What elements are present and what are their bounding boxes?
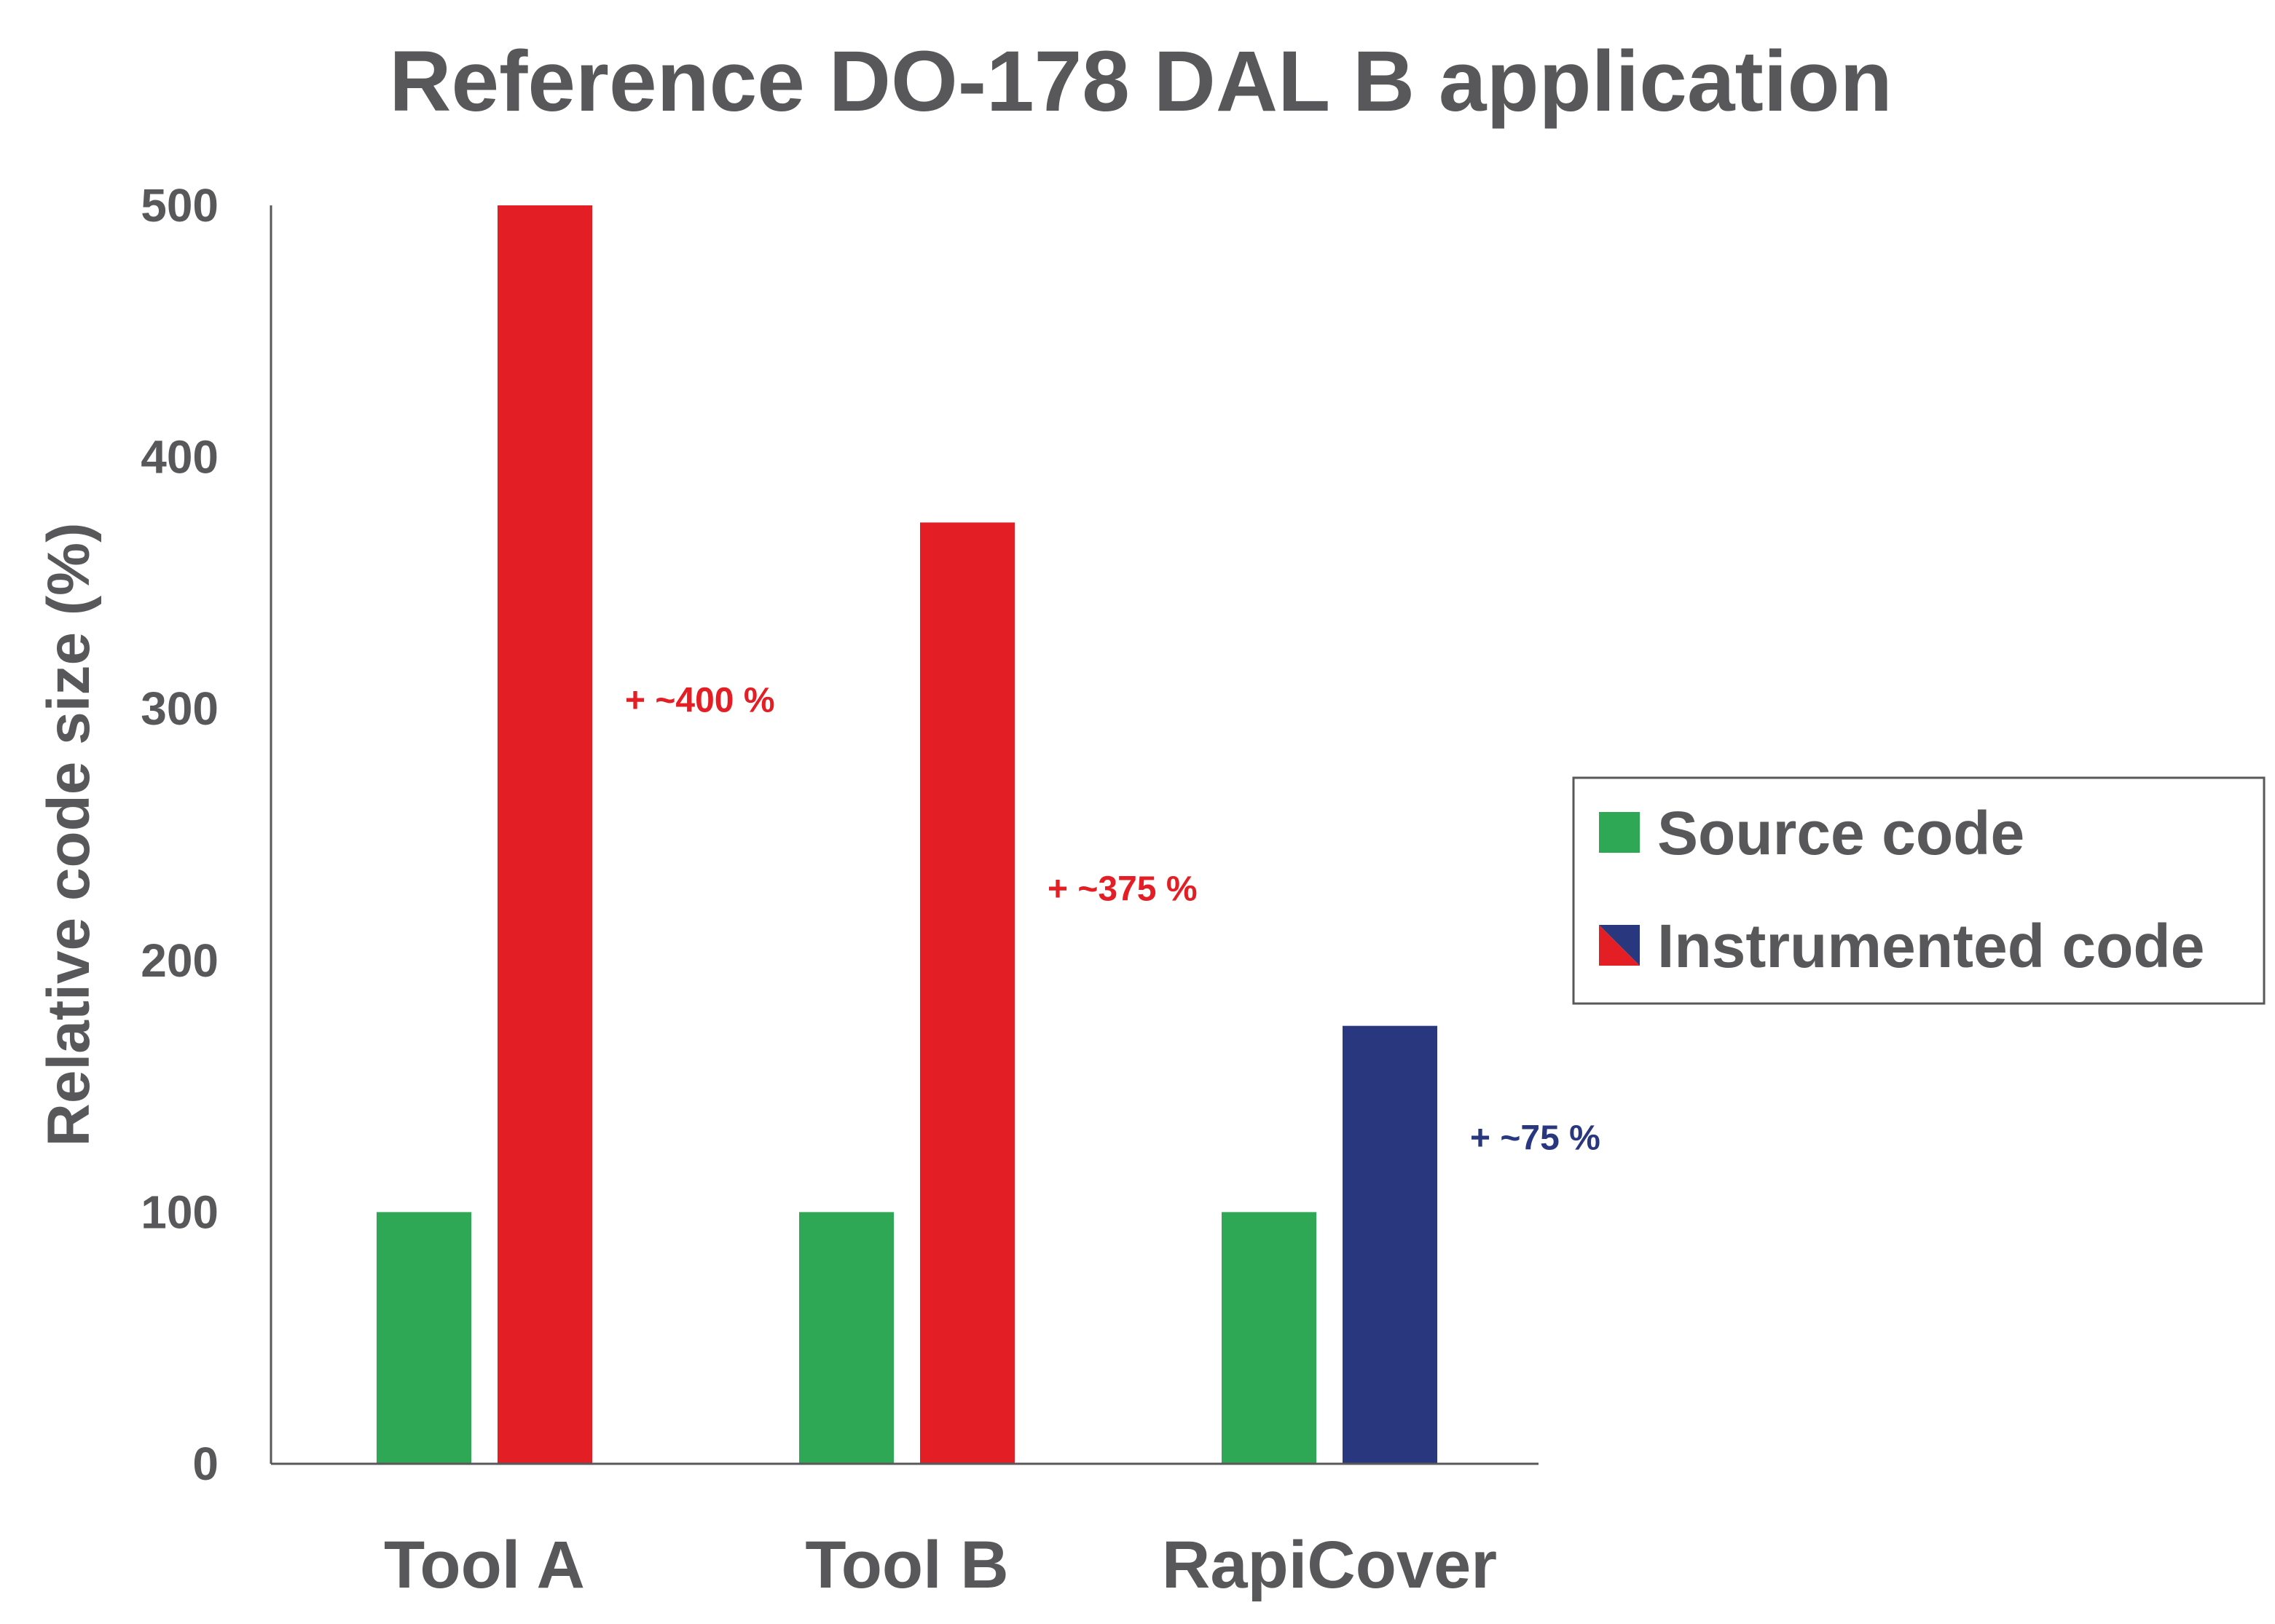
bar-annotations: + ~400 % + ~375 % + ~75 % [625, 681, 1600, 1157]
x-tick-label: Tool A [384, 1528, 585, 1602]
y-tick-label: 300 [141, 682, 219, 735]
x-tick-label: RapiCover [1162, 1528, 1497, 1602]
y-tick-label: 400 [141, 431, 219, 484]
y-tick-label: 100 [141, 1186, 219, 1238]
bars [377, 205, 1437, 1464]
legend-swatch-source [1599, 812, 1640, 853]
bar-instrumented-code [498, 205, 592, 1464]
x-axis-ticks: Tool A Tool B RapiCover [384, 1528, 1497, 1602]
legend-box [1572, 776, 2266, 1005]
y-tick-label: 200 [141, 934, 219, 987]
bar-instrumented-code [1343, 1025, 1437, 1464]
bar-annotation: + ~400 % [625, 681, 775, 720]
legend-label: Source code [1657, 799, 2024, 867]
y-tick-label: 500 [141, 179, 219, 232]
y-tick-label: 0 [192, 1438, 219, 1490]
legend-swatch-instrumented-blue [1599, 925, 1640, 966]
bar-source-code [1222, 1212, 1316, 1464]
axes [270, 205, 1539, 1465]
y-axis-ticks: 0 100 200 300 400 500 [141, 179, 219, 1490]
legend: Source code Instrumented code [1572, 776, 2266, 1005]
bar-annotation: + ~75 % [1470, 1119, 1600, 1158]
bar-annotation: + ~375 % [1048, 870, 1198, 909]
legend-label: Instrumented code [1657, 912, 2204, 980]
y-axis-label: Relative code size (%) [36, 523, 102, 1147]
bar-source-code [377, 1212, 471, 1464]
bar-source-code [799, 1212, 894, 1464]
chart-title: Reference DO-178 DAL B application [389, 33, 1892, 130]
x-tick-label: Tool B [805, 1528, 1008, 1602]
bar-instrumented-code [920, 522, 1015, 1464]
